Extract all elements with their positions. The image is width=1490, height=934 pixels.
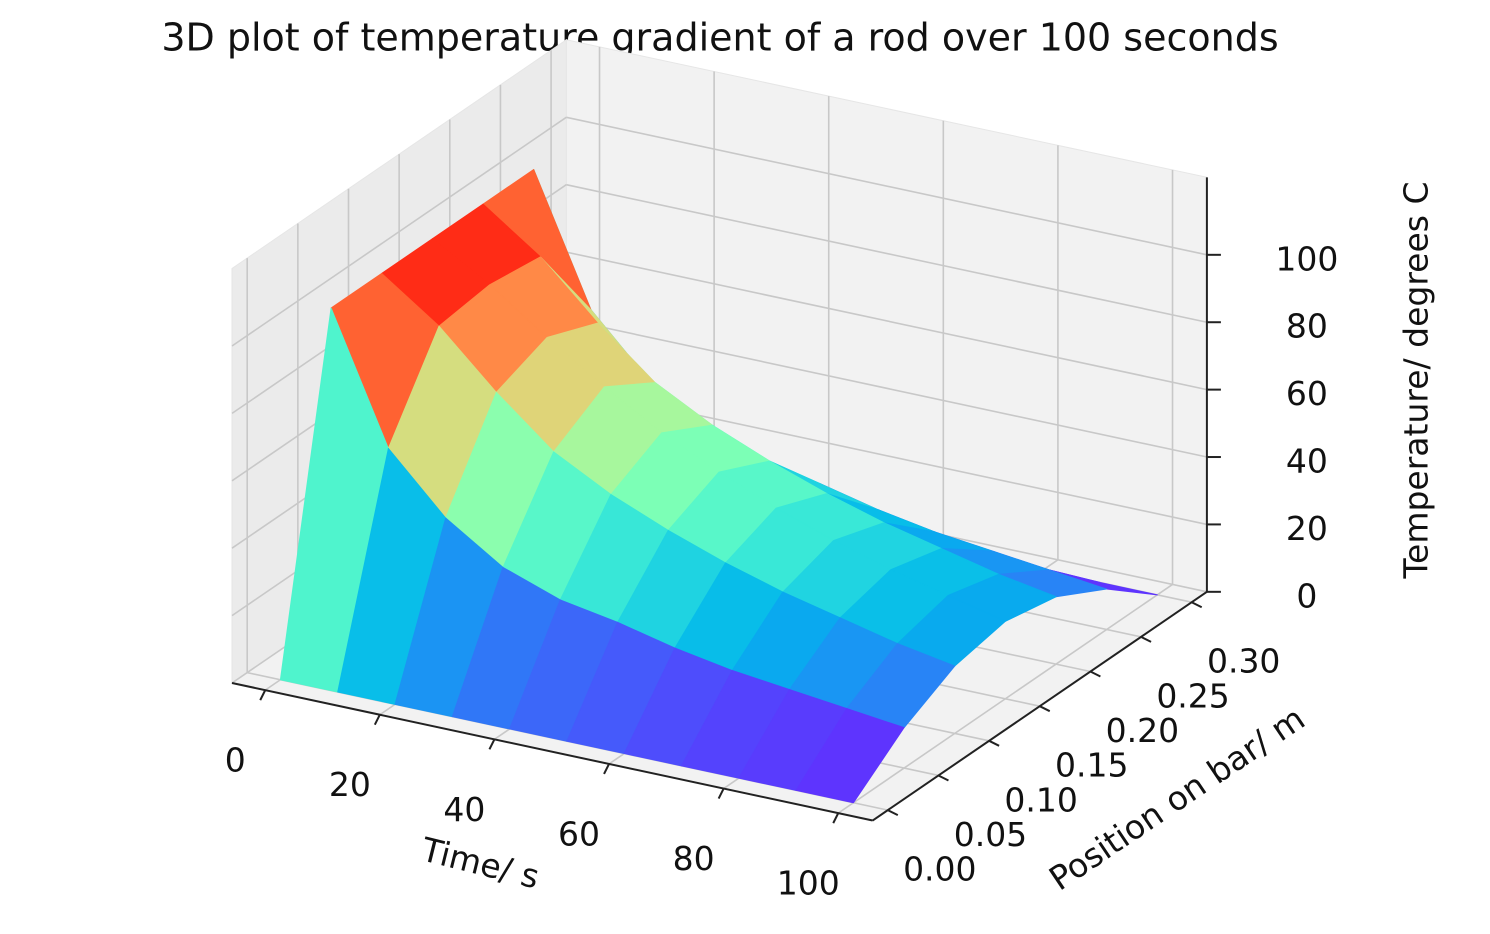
y-tick-label: 0.10: [1004, 780, 1077, 819]
x-axis-label: Time/ s: [417, 829, 543, 896]
x-tick: [488, 738, 496, 750]
z-tick-label: 60: [1286, 374, 1328, 413]
z-tick-label: 80: [1286, 307, 1328, 346]
z-grid-left: [231, 116, 567, 347]
y-tick: [1140, 635, 1152, 643]
x-tick: [717, 788, 725, 799]
y-tick-label: 0.00: [903, 850, 976, 889]
z-tick-label: 100: [1275, 239, 1338, 278]
x-tick-label: 80: [673, 839, 715, 878]
x-tick: [603, 763, 610, 775]
y-axis-line: [872, 590, 1208, 822]
y-tick: [988, 739, 1000, 747]
x-tick: [259, 689, 267, 701]
x-tick-label: 60: [558, 814, 600, 853]
y-tick-label: 0.05: [954, 815, 1027, 854]
z-tick-label: 20: [1286, 509, 1328, 548]
y-tick: [1039, 705, 1051, 713]
x-tick: [832, 812, 840, 824]
chart-title: 3D plot of temperature gradient of a rod…: [161, 16, 1278, 60]
y-tick: [1089, 670, 1101, 678]
y-tick: [887, 809, 899, 817]
x-tick-label: 20: [329, 765, 371, 804]
y-tick-label: 0.30: [1207, 642, 1280, 681]
y-tick-label: 0.15: [1055, 746, 1128, 785]
surface-patch: [795, 708, 905, 804]
z-grid-back: [566, 251, 1208, 391]
y-tick: [938, 774, 949, 782]
x-tick: [373, 714, 381, 726]
z-grid-back: [566, 116, 1208, 256]
z-tick-label: 40: [1286, 442, 1328, 481]
y-tick: [1191, 601, 1203, 609]
z-tick-label: 0: [1296, 576, 1317, 615]
y-tick-label: 0.20: [1106, 711, 1179, 750]
x-tick-label: 0: [225, 741, 246, 780]
y-tick-label: 0.25: [1156, 676, 1229, 715]
x-tick-label: 40: [443, 790, 485, 829]
z-grid-back: [566, 318, 1208, 458]
z-grid-back: [566, 183, 1208, 324]
x-tick-label: 100: [777, 864, 840, 903]
x-axis-line: [231, 682, 873, 822]
z-axis-label: Temperature/ degrees C: [1397, 181, 1436, 579]
